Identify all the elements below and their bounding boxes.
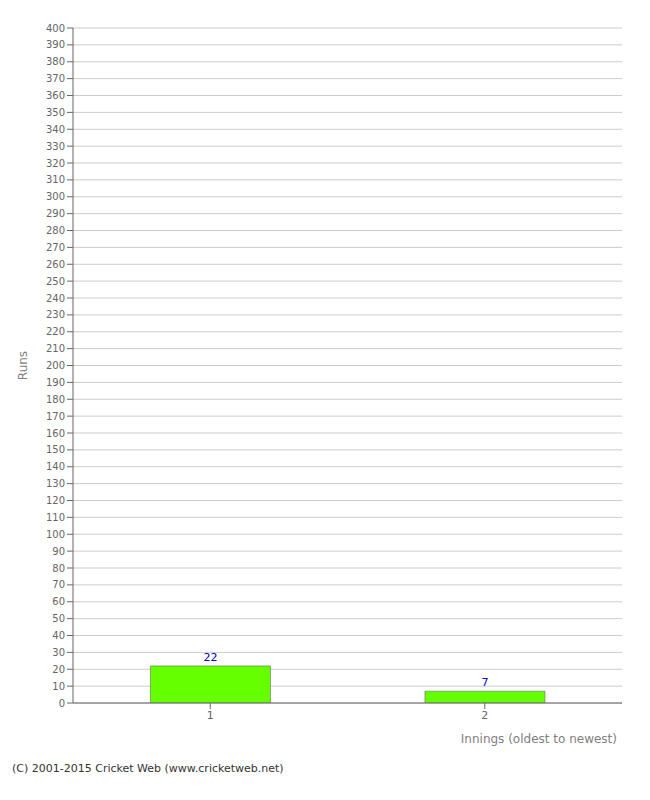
svg-text:30: 30 — [52, 647, 65, 658]
svg-text:220: 220 — [46, 326, 65, 337]
svg-text:230: 230 — [46, 309, 65, 320]
svg-text:310: 310 — [46, 174, 65, 185]
svg-text:130: 130 — [46, 478, 65, 489]
svg-text:0: 0 — [59, 698, 65, 709]
svg-text:60: 60 — [52, 596, 65, 607]
svg-text:50: 50 — [52, 613, 65, 624]
svg-text:330: 330 — [46, 141, 65, 152]
svg-text:100: 100 — [46, 529, 65, 540]
svg-text:290: 290 — [46, 208, 65, 219]
html-text:(C) 2001-2015 Cricket Web (www: (C) 2001-2015 Cricket Web (www.cricketwe… — [12, 762, 284, 775]
svg-text:110: 110 — [46, 512, 65, 523]
svg-text:300: 300 — [46, 191, 65, 202]
svg-text:360: 360 — [46, 90, 65, 101]
svg-text:200: 200 — [46, 360, 65, 371]
svg-text:180: 180 — [46, 394, 65, 405]
svg-text:240: 240 — [46, 293, 65, 304]
svg-text:390: 390 — [46, 39, 65, 50]
svg-text:270: 270 — [46, 242, 65, 253]
svg-text:90: 90 — [52, 546, 65, 557]
svg-text:2: 2 — [481, 709, 488, 722]
svg-text:400: 400 — [46, 23, 65, 34]
svg-text:150: 150 — [46, 444, 65, 455]
svg-text:280: 280 — [46, 225, 65, 236]
svg-text:140: 140 — [46, 461, 65, 472]
svg-text:160: 160 — [46, 428, 65, 439]
svg-text:Innings (oldest to newest): Innings (oldest to newest) — [461, 732, 617, 746]
svg-text:350: 350 — [46, 107, 65, 118]
svg-text:70: 70 — [52, 579, 65, 590]
svg-text:170: 170 — [46, 411, 65, 422]
svg-text:120: 120 — [46, 495, 65, 506]
svg-text:260: 260 — [46, 259, 65, 270]
svg-text:10: 10 — [52, 681, 65, 692]
svg-text:7: 7 — [481, 676, 488, 689]
svg-text:370: 370 — [46, 73, 65, 84]
svg-text:1: 1 — [207, 709, 214, 722]
svg-text:190: 190 — [46, 377, 65, 388]
svg-text:40: 40 — [52, 630, 65, 641]
svg-text:210: 210 — [46, 343, 65, 354]
svg-text:Runs: Runs — [16, 351, 30, 380]
svg-text:22: 22 — [203, 651, 217, 664]
svg-text:20: 20 — [52, 664, 65, 675]
svg-text:80: 80 — [52, 563, 65, 574]
svg-text:380: 380 — [46, 56, 65, 67]
svg-text:250: 250 — [46, 276, 65, 287]
svg-text:320: 320 — [46, 158, 65, 169]
svg-text:340: 340 — [46, 124, 65, 135]
